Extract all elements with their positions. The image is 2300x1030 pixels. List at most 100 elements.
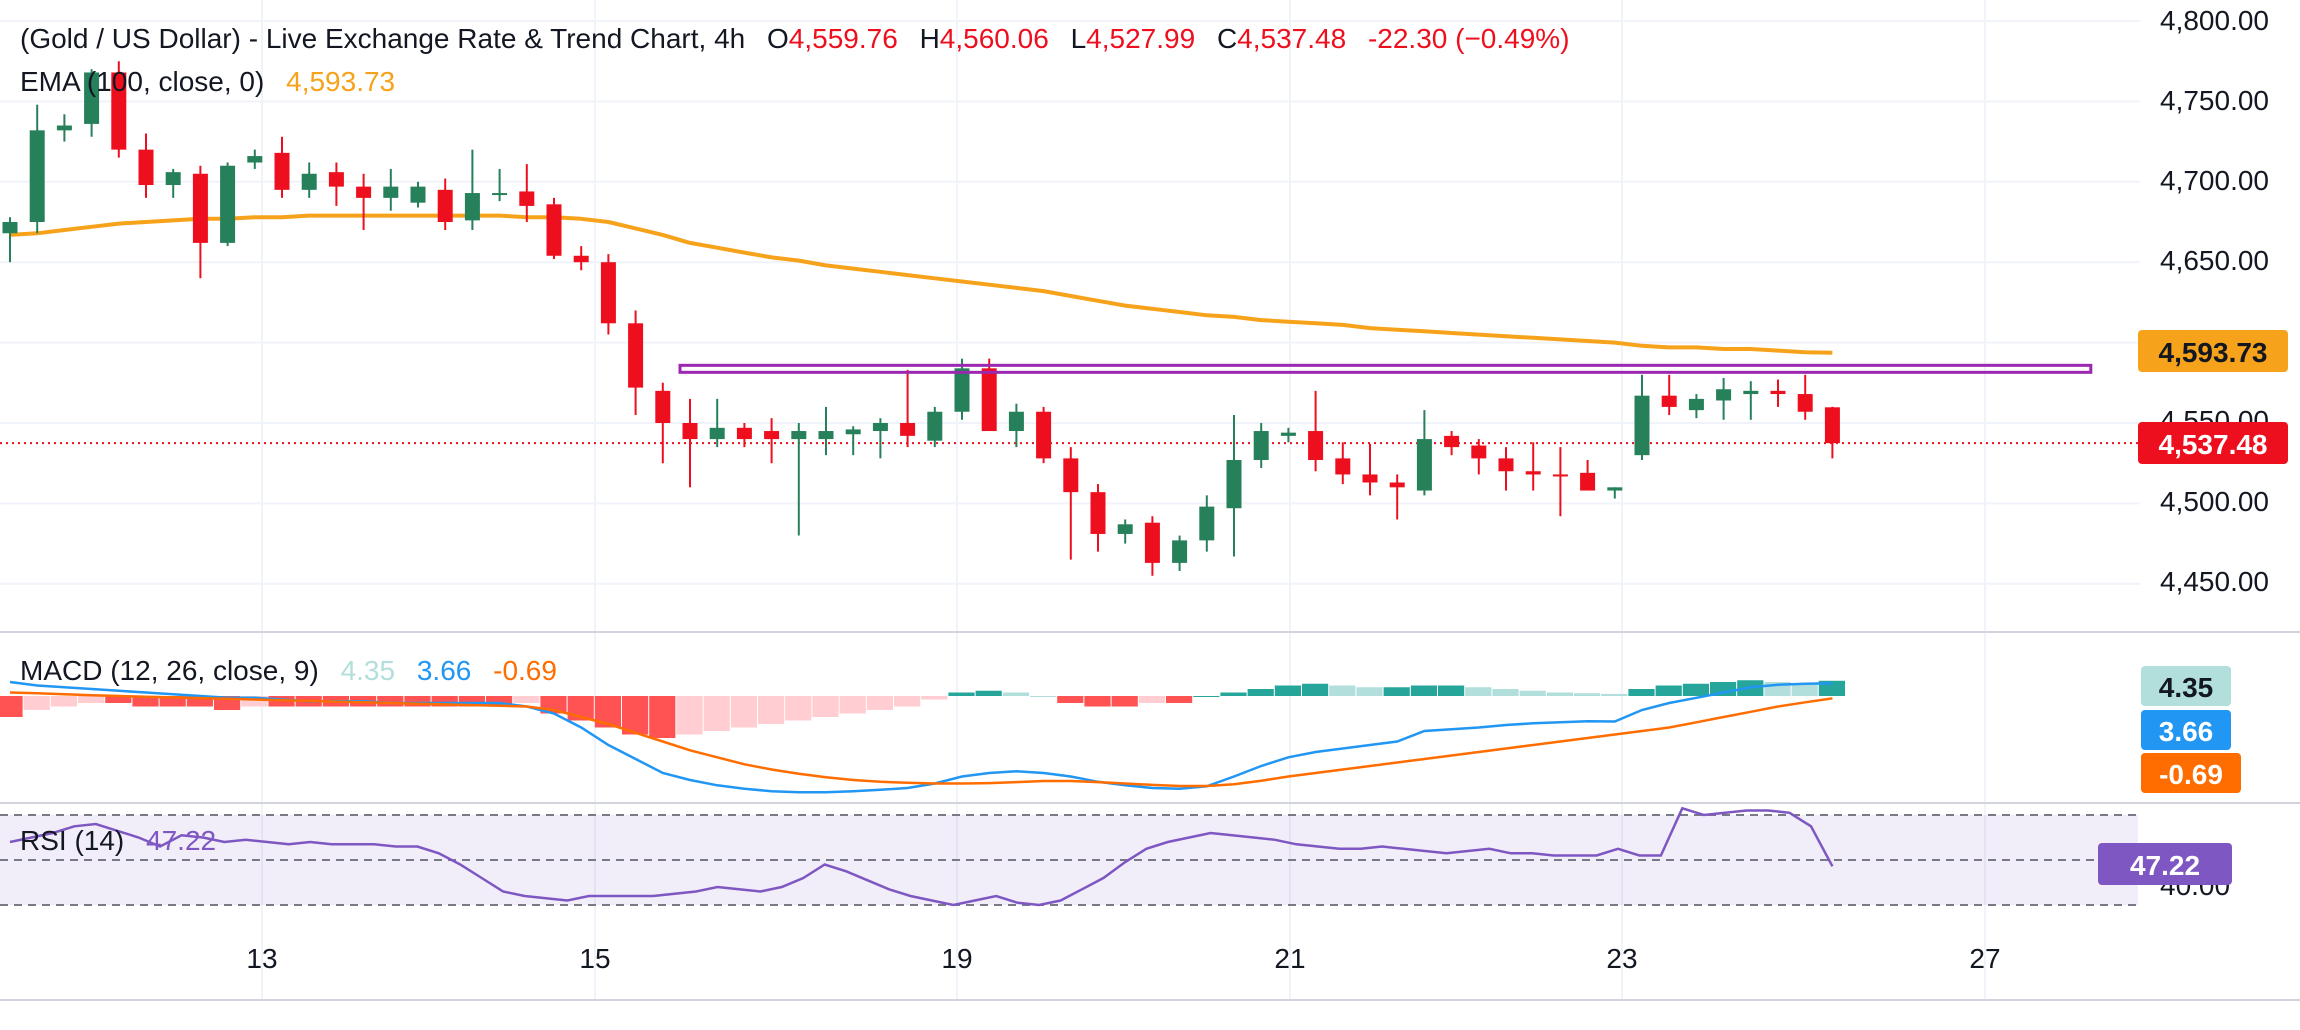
ema-price-badge-text: 4,593.73	[2159, 337, 2268, 368]
candle-body	[900, 423, 916, 436]
rsi-legend: RSI (14) 47.22	[20, 825, 216, 856]
macd-legend-label: MACD (12, 26, close, 9)	[20, 655, 319, 686]
macd-pane	[0, 680, 1845, 794]
macd-histogram-bar	[132, 696, 159, 707]
macd-histogram-bar	[1383, 687, 1410, 696]
resistance-line	[678, 363, 2093, 374]
ema-price-badge: 4,593.73	[2138, 330, 2288, 372]
macd-histogram-bar	[1492, 689, 1519, 696]
rsi-levels	[0, 814, 2138, 906]
macd-histogram-bar	[758, 696, 785, 724]
high-label: H	[920, 23, 940, 54]
macd-histogram-bar	[785, 696, 812, 721]
ema-legend-value: 4,593.73	[286, 66, 395, 97]
macd-histogram-bar	[50, 696, 77, 707]
chart-header: (Gold / US Dollar) - Live Exchange Rate …	[20, 23, 1570, 54]
candle-body	[437, 189, 453, 222]
macd-histogram-bar	[1220, 692, 1247, 696]
change-value: -22.30 (−0.49%)	[1368, 23, 1570, 54]
macd-histogram-bar	[1329, 685, 1356, 696]
rsi-value-badge: 47.22	[2098, 843, 2232, 885]
macd-histogram-bar	[1247, 689, 1274, 696]
macd-histogram-bar	[0, 696, 23, 717]
close-price-badge-text: 4,537.48	[2159, 429, 2268, 460]
macd-histogram-bar	[1302, 683, 1329, 696]
candle-body	[138, 149, 154, 186]
price-pane	[0, 61, 2138, 576]
macd-histogram-bar	[1546, 692, 1573, 696]
candle-body	[1634, 395, 1650, 456]
macd-histogram-bar	[730, 696, 757, 728]
candle-body	[1444, 435, 1460, 448]
candle-body	[872, 423, 888, 432]
ema-legend-label: EMA (100, close, 0)	[20, 66, 264, 97]
candle-body	[1498, 458, 1514, 472]
time-tick-label: 27	[1969, 943, 2000, 974]
grid	[0, 0, 2300, 1001]
candle-body	[1661, 395, 1677, 407]
high-value: 4,560.06	[940, 23, 1049, 54]
macd-histogram-bar	[1274, 685, 1301, 696]
macd-histogram-bar	[78, 696, 105, 703]
candle-body	[356, 186, 372, 198]
candle-body	[1607, 487, 1623, 491]
time-tick-label: 15	[579, 943, 610, 974]
macd-histogram-bar	[404, 696, 431, 707]
macd-histogram-bar	[1002, 692, 1029, 696]
candle-body	[1552, 474, 1568, 477]
macd-histogram-bar	[1574, 693, 1601, 696]
candle-body	[220, 165, 236, 243]
candle-body	[2, 222, 18, 234]
candle-body	[981, 368, 997, 432]
close-value: 4,537.48	[1237, 23, 1346, 54]
macd-histogram-bar	[1438, 685, 1465, 696]
candle-body	[628, 323, 644, 388]
macd-histogram-bar	[1655, 685, 1682, 696]
macd-histogram-bar	[1084, 696, 1111, 707]
candle-body	[165, 172, 181, 186]
candle-body	[247, 156, 263, 163]
candle-body	[600, 262, 616, 324]
candle-body	[1335, 458, 1351, 475]
time-axis: 13 15 19 21 23 27	[246, 943, 2000, 974]
ema-line	[9, 213, 1833, 355]
rsi-pane	[0, 806, 2138, 907]
macd-histogram-bar	[1410, 685, 1437, 696]
price-tick-label: 4,750.00	[2160, 85, 2269, 116]
macd-histogram-bar	[1791, 683, 1818, 696]
signal-line	[9, 691, 1833, 788]
candle-body	[736, 427, 752, 440]
rsi-line	[9, 806, 1834, 907]
macd-histogram-bar	[241, 696, 268, 707]
candle-body	[56, 125, 72, 131]
rsi-value-badge-text: 47.22	[2130, 850, 2200, 881]
candle-body	[410, 186, 426, 203]
candle-body	[818, 431, 834, 440]
candle-body	[1199, 506, 1215, 541]
candle-body	[1308, 431, 1324, 460]
time-tick-label: 23	[1606, 943, 1637, 974]
macd-histogram-bar	[1682, 683, 1709, 696]
candle-body	[954, 368, 970, 412]
macd-histogram-bar	[649, 696, 676, 738]
macd-macd-badge: 3.66	[2141, 710, 2231, 750]
candle-body	[1144, 522, 1160, 563]
macd-histogram-bar	[431, 696, 458, 707]
ema-legend: EMA (100, close, 0) 4,593.73	[20, 66, 395, 97]
candle-body	[1716, 389, 1732, 401]
candle-body	[328, 172, 344, 187]
candle-body	[1036, 411, 1052, 459]
macd-histogram-bar	[975, 690, 1002, 696]
macd-histogram-bar	[1601, 693, 1628, 696]
candle-body	[1090, 492, 1106, 534]
low-label: L	[1071, 23, 1087, 54]
candle-body	[682, 423, 698, 440]
time-tick-label: 19	[941, 943, 972, 974]
candle-body	[927, 411, 943, 441]
macd-hist-badge-text: 4.35	[2159, 672, 2214, 703]
macd-histogram-bar	[676, 696, 703, 735]
candle-body	[1688, 398, 1704, 411]
macd-histogram-bar	[1057, 696, 1084, 703]
candle-body	[1416, 439, 1432, 491]
